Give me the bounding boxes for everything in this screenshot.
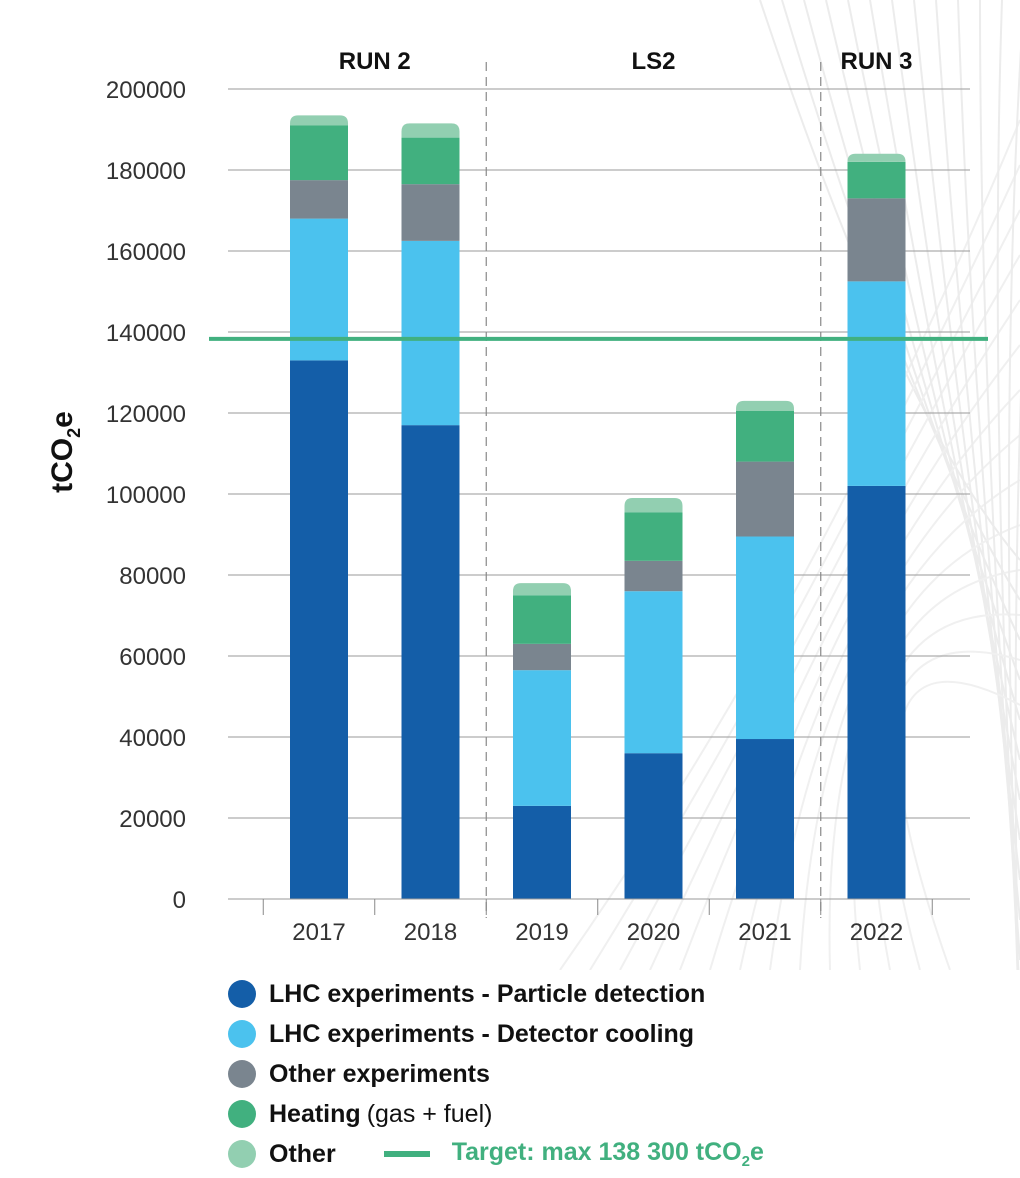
bar-segment	[290, 115, 348, 126]
bar-segment	[736, 400, 794, 411]
bar-segment	[401, 425, 460, 899]
period-dividers	[485, 62, 822, 918]
bar-segment	[847, 161, 906, 199]
x-tick-label: 2019	[515, 919, 568, 946]
legend-item-target: Target: max 138 300 tCO2e	[383, 1138, 764, 1170]
bar-segment	[290, 180, 348, 219]
bar-stack	[847, 153, 906, 899]
y-tick-label: 40000	[119, 725, 186, 752]
legend-swatch	[228, 1060, 256, 1088]
grid-lines	[228, 88, 970, 900]
mesh-line	[799, 479, 1020, 970]
bar-segment	[401, 240, 460, 426]
y-tick-label: 80000	[119, 563, 186, 590]
y-tick-label: 100000	[106, 482, 186, 509]
legend-label: LHC experiments - Detector cooling	[269, 1019, 695, 1048]
bars	[290, 115, 906, 900]
period-label: LS2	[631, 48, 675, 75]
y-tick-label: 140000	[106, 320, 186, 347]
legend-item-particle-detection: LHC experiments - Particle detection	[228, 974, 1008, 1014]
legend-item-other-experiments: Other experiments	[228, 1054, 1008, 1094]
bar-segment	[847, 198, 906, 282]
bar-segment	[513, 643, 571, 671]
bar-segment	[513, 670, 571, 806]
legend-swatch	[228, 1020, 256, 1048]
mesh-line	[679, 299, 1020, 970]
target-label: Target: max 138 300 tCO2e	[451, 1138, 764, 1170]
y-axis-ticks: 0 20000 40000 60000 80000 100000 120000 140000 1…	[106, 77, 186, 914]
period-label: RUN 2	[339, 48, 411, 75]
bar-segment	[847, 485, 906, 899]
bar-segment	[290, 125, 348, 181]
bar-segment	[401, 137, 460, 185]
legend: LHC experiments - Particle detection LHC…	[228, 974, 1008, 1174]
legend-item-detector-cooling: LHC experiments - Detector cooling	[228, 1014, 1008, 1054]
bar-segment	[290, 218, 348, 361]
bar-segment	[401, 123, 460, 138]
y-tick-label: 0	[173, 887, 186, 914]
y-tick-label: 60000	[119, 644, 186, 671]
bar-segment	[401, 184, 460, 241]
bar-segment	[624, 591, 683, 754]
y-tick-label: 180000	[106, 158, 186, 185]
bar-stack	[513, 583, 571, 899]
bar-segment	[736, 739, 794, 899]
legend-swatch	[228, 1100, 256, 1128]
bar-segment	[736, 461, 794, 537]
bar-segment	[847, 153, 906, 162]
x-tick-label: 2018	[404, 919, 457, 946]
x-tick-label: 2020	[627, 919, 680, 946]
mesh-line	[1014, 393, 1020, 970]
y-tick-label: 160000	[106, 239, 186, 266]
bar-stack	[624, 498, 683, 899]
bar-segment	[736, 536, 794, 740]
chart-plot: 0 20000 40000 60000 80000 100000 120000 140000 1…	[46, 0, 1020, 970]
y-tick-label: 20000	[119, 806, 186, 833]
legend-item-heating: Heating (gas + fuel)	[228, 1094, 1008, 1134]
legend-item-other: Other Target: max 138 300 tCO2e	[228, 1134, 1008, 1174]
mesh-line	[1007, 48, 1020, 970]
bar-segment	[513, 805, 571, 899]
bar-segment	[624, 498, 683, 513]
bar-segment	[513, 583, 571, 596]
legend-label: LHC experiments - Particle detection	[269, 979, 706, 1008]
period-label: RUN 3	[840, 48, 912, 75]
x-tick-label: 2021	[738, 919, 791, 946]
legend-swatch	[228, 1140, 256, 1168]
bar-segment	[847, 281, 906, 486]
bar-segment	[624, 512, 683, 561]
mesh-line	[996, 0, 1020, 970]
mesh-line	[979, 0, 1020, 961]
y-axis-label: tCO2e	[46, 411, 84, 493]
bar-segment	[513, 595, 571, 644]
x-axis: 2017 2018 2019 2020 2021 2022	[228, 898, 970, 946]
bar-stack	[290, 115, 348, 900]
bar-segment	[624, 560, 683, 592]
legend-label: Other experiments	[269, 1059, 490, 1088]
legend-label: Other	[269, 1139, 336, 1168]
bar-stack	[736, 400, 794, 899]
legend-swatch	[228, 980, 256, 1008]
y-tick-label: 120000	[106, 401, 186, 428]
bar-segment	[624, 753, 683, 899]
target-swatch	[383, 1151, 430, 1157]
bar-stack	[401, 123, 460, 899]
x-tick-label: 2017	[292, 919, 345, 946]
bar-segment	[736, 410, 794, 462]
x-tick-label: 2022	[850, 919, 903, 946]
legend-label: Heating	[269, 1099, 361, 1128]
period-labels: RUN 2 LS2 RUN 3	[339, 48, 913, 75]
legend-note: (gas + fuel)	[366, 1099, 493, 1128]
y-tick-label: 200000	[106, 77, 186, 104]
bar-segment	[290, 360, 348, 900]
